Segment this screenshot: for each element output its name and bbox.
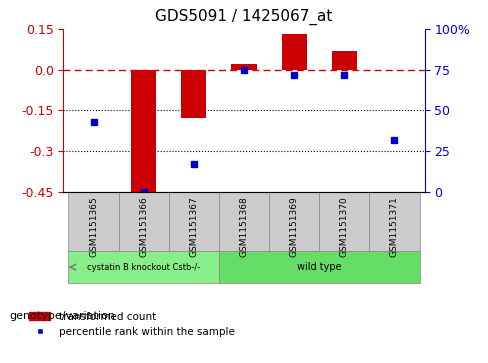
Legend: transformed count, percentile rank within the sample: transformed count, percentile rank withi… — [25, 307, 239, 341]
Text: GSM1151365: GSM1151365 — [89, 196, 98, 257]
Text: cystatin B knockout Cstb-/-: cystatin B knockout Cstb-/- — [87, 263, 200, 272]
FancyBboxPatch shape — [219, 251, 420, 283]
Bar — [282, 34, 306, 70]
Text: GSM1151369: GSM1151369 — [290, 196, 299, 257]
Bar — [231, 64, 257, 70]
FancyBboxPatch shape — [68, 192, 119, 251]
FancyBboxPatch shape — [169, 192, 219, 251]
FancyBboxPatch shape — [369, 192, 420, 251]
Bar — [131, 70, 156, 192]
Text: GSM1151368: GSM1151368 — [240, 196, 248, 257]
FancyBboxPatch shape — [219, 192, 269, 251]
Text: genotype/variation: genotype/variation — [10, 311, 116, 321]
Text: GSM1151371: GSM1151371 — [390, 196, 399, 257]
Bar — [182, 70, 206, 118]
Title: GDS5091 / 1425067_at: GDS5091 / 1425067_at — [155, 9, 333, 25]
FancyBboxPatch shape — [68, 251, 219, 283]
FancyBboxPatch shape — [269, 192, 319, 251]
FancyBboxPatch shape — [319, 192, 369, 251]
Bar — [332, 51, 357, 70]
Text: GSM1151366: GSM1151366 — [139, 196, 148, 257]
Text: GSM1151367: GSM1151367 — [189, 196, 198, 257]
Text: GSM1151370: GSM1151370 — [340, 196, 349, 257]
Text: wild type: wild type — [297, 262, 342, 272]
FancyBboxPatch shape — [119, 192, 169, 251]
